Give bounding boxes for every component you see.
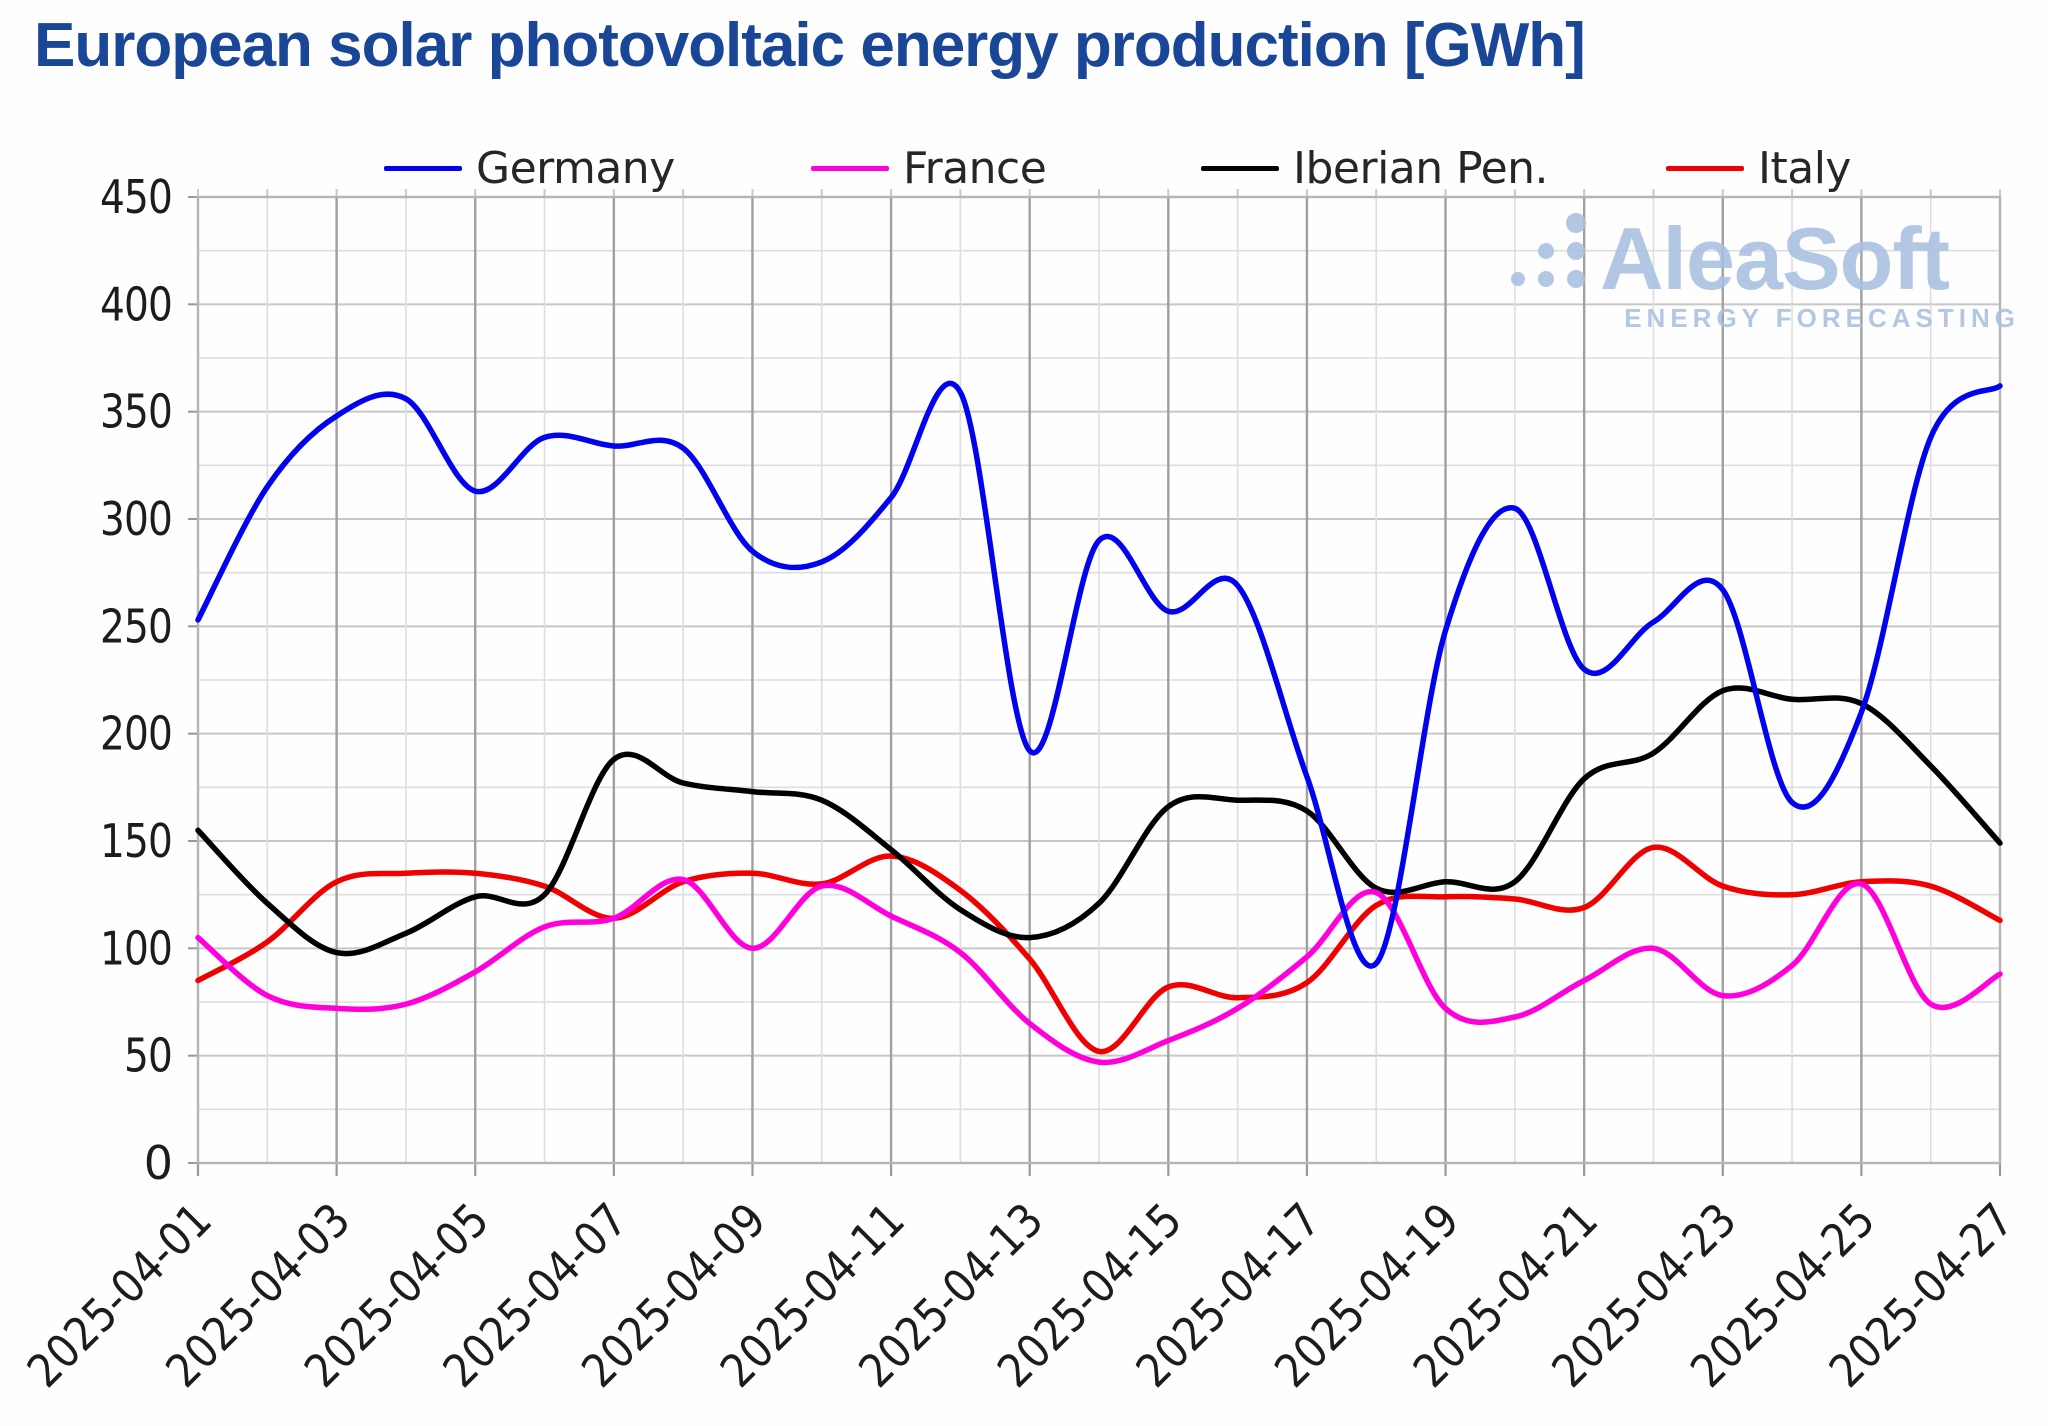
legend-swatch-germany	[384, 165, 462, 171]
aleasoft-logo-dots-icon	[1511, 213, 1586, 288]
y-tick-label: 50	[124, 1029, 172, 1083]
legend-swatch-iberian-pen	[1201, 165, 1279, 171]
y-tick-label: 450	[100, 170, 172, 224]
plot-frame	[196, 195, 2002, 1165]
y-tick-label: 300	[100, 492, 172, 546]
y-tick-label: 250	[100, 599, 172, 653]
series-italy-line	[195, 844, 2003, 1055]
legend-item-germany: Germany	[384, 142, 675, 194]
y-tick-label: 150	[100, 814, 172, 868]
aleasoft-logo-text: AleaSoft	[1600, 209, 1950, 309]
series-iberian-pen--line	[195, 685, 2003, 957]
legend-item-italy: Italy	[1666, 142, 1851, 194]
aleasoft-logo-tagline: ENERGY FORECASTING	[1624, 303, 2020, 333]
y-tick-label: 400	[100, 277, 172, 331]
y-tick-label: 200	[100, 707, 172, 761]
legend-label-italy: Italy	[1758, 142, 1851, 194]
chart-title: European solar photovoltaic energy produ…	[34, 11, 1586, 80]
y-tick-label: 350	[100, 385, 172, 439]
series-france-line	[195, 876, 2003, 1066]
aleasoft-logo: AleaSoft ENERGY FORECASTING	[1480, 205, 2020, 334]
legend-swatch-france	[811, 165, 889, 171]
legend-swatch-italy	[1666, 165, 1744, 171]
legend-label-france: France	[903, 142, 1047, 194]
chart-legend: Germany France Iberian Pen. Italy	[0, 142, 2048, 194]
legend-item-iberian-pen: Iberian Pen.	[1201, 142, 1549, 194]
legend-item-france: France	[811, 142, 1047, 194]
legend-label-iberian-pen: Iberian Pen.	[1293, 142, 1549, 194]
y-tick-label: 0	[144, 1136, 172, 1190]
series-germany-line	[195, 380, 2003, 969]
y-tick-label: 100	[100, 921, 172, 975]
legend-label-germany: Germany	[476, 142, 675, 194]
